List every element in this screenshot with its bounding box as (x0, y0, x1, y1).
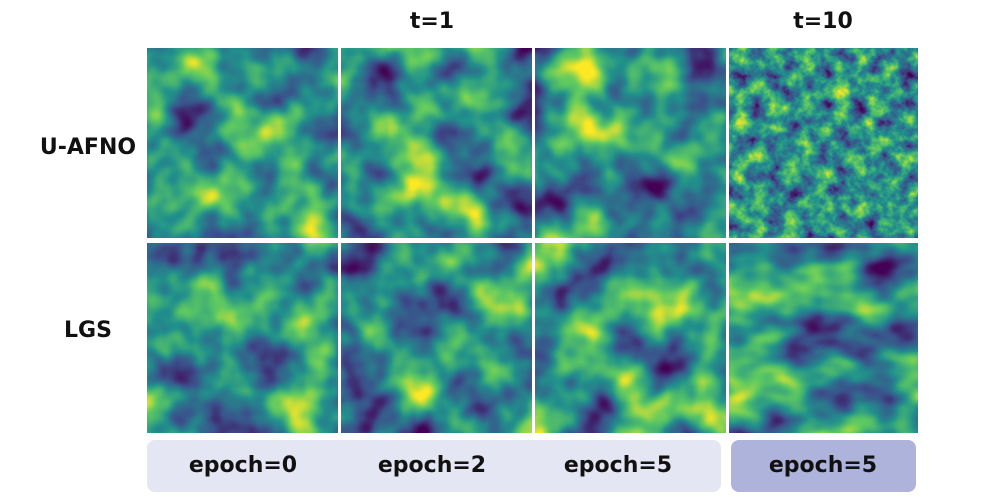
field-panel (535, 48, 726, 238)
panel-grid (147, 48, 918, 433)
row-label: U-AFNO (40, 135, 136, 160)
field-panel (147, 243, 338, 433)
footer-label: epoch=5 (769, 453, 877, 478)
column-header: t=1 (410, 9, 454, 34)
field-panel (535, 243, 726, 433)
footer-label: epoch=0 (189, 453, 297, 478)
field-panel (729, 48, 918, 238)
row-label: LGS (64, 318, 112, 343)
footer-label: epoch=5 (564, 453, 672, 478)
field-panel (729, 243, 918, 433)
column-header: t=10 (793, 9, 853, 34)
footer-bar (147, 440, 721, 492)
field-panel (341, 243, 532, 433)
field-panel (147, 48, 338, 238)
field-panel (341, 48, 532, 238)
footer-bar-highlight (731, 440, 916, 492)
footer-label: epoch=2 (378, 453, 486, 478)
